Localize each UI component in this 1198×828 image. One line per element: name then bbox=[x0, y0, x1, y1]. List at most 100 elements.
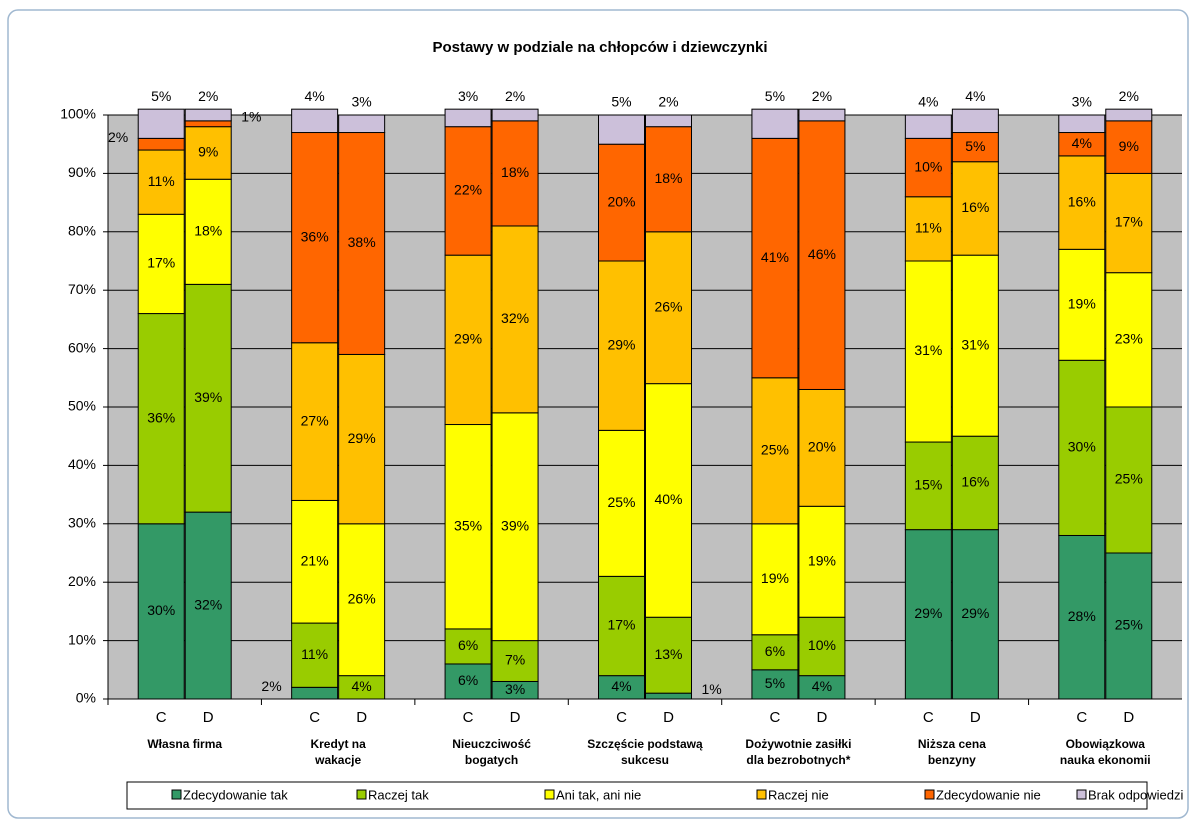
bar-segment bbox=[137, 213, 185, 315]
data-label: 2% bbox=[108, 129, 128, 145]
bar-segment bbox=[184, 126, 232, 180]
data-label: 29% bbox=[961, 605, 989, 621]
bar-segment bbox=[798, 505, 846, 618]
data-label: 31% bbox=[914, 342, 942, 358]
bar-segment bbox=[137, 523, 185, 700]
data-label: 2% bbox=[505, 88, 525, 104]
data-label: 28% bbox=[1068, 608, 1096, 624]
data-label: 17% bbox=[1115, 214, 1143, 230]
data-label: 2% bbox=[198, 88, 218, 104]
group-label: Dożywotnie zasiłki bbox=[745, 737, 851, 751]
x-tick-label: D bbox=[663, 709, 674, 726]
group-label: nauka ekonomii bbox=[1060, 753, 1151, 767]
bar-segment bbox=[291, 342, 339, 501]
legend-swatch bbox=[356, 789, 367, 800]
data-label: 17% bbox=[147, 255, 175, 271]
legend-swatch bbox=[544, 789, 555, 800]
group-label: Szczęście podstawą bbox=[587, 737, 703, 751]
data-label: 35% bbox=[454, 517, 482, 533]
data-label: 11% bbox=[915, 220, 942, 236]
group-label: Niższa cena bbox=[918, 737, 986, 751]
bar-segment bbox=[444, 108, 492, 128]
bar-segment bbox=[598, 429, 645, 577]
legend-swatch bbox=[756, 789, 767, 800]
data-label: 16% bbox=[961, 474, 989, 490]
data-label: 1% bbox=[241, 108, 261, 124]
legend-label: Raczej tak bbox=[368, 787, 429, 802]
data-label: 5% bbox=[965, 138, 985, 154]
group-label: sukcesu bbox=[621, 753, 669, 767]
bar-segment bbox=[798, 120, 846, 390]
data-label: 16% bbox=[1068, 193, 1096, 209]
bar-segment bbox=[1058, 248, 1106, 361]
bar-segment bbox=[291, 499, 339, 624]
data-label: 5% bbox=[765, 675, 785, 691]
legend-label: Zdecydowanie nie bbox=[936, 787, 1041, 802]
bar-segment bbox=[444, 126, 492, 256]
data-label: 19% bbox=[1068, 296, 1096, 312]
bar-segment bbox=[645, 383, 692, 618]
x-tick-label: D bbox=[203, 709, 214, 726]
data-label: 29% bbox=[914, 605, 942, 621]
data-label: 6% bbox=[458, 637, 478, 653]
bar-segment bbox=[291, 108, 339, 134]
x-tick-label: C bbox=[1076, 709, 1087, 726]
data-label: 10% bbox=[808, 637, 836, 653]
legend-swatch bbox=[924, 789, 935, 800]
data-label: 4% bbox=[1072, 135, 1092, 151]
x-tick-label: D bbox=[510, 709, 521, 726]
data-label: 41% bbox=[761, 249, 789, 265]
data-label: 29% bbox=[607, 336, 635, 352]
data-label: 31% bbox=[961, 336, 989, 352]
group-label: bogatych bbox=[465, 753, 518, 767]
data-label: 29% bbox=[348, 430, 376, 446]
x-tick-label: C bbox=[923, 709, 934, 726]
bar-segment bbox=[798, 388, 846, 507]
data-label: 40% bbox=[654, 491, 682, 507]
y-tick-label: 100% bbox=[60, 106, 96, 122]
bar-segment bbox=[137, 108, 185, 139]
group-label: Własna firma bbox=[147, 737, 222, 751]
bar-segment bbox=[645, 114, 692, 128]
data-label: 10% bbox=[914, 158, 942, 174]
data-label: 36% bbox=[147, 409, 175, 425]
y-tick-label: 90% bbox=[68, 164, 96, 180]
data-label: 22% bbox=[454, 182, 482, 198]
x-tick-label: C bbox=[309, 709, 320, 726]
bar-segment bbox=[1105, 108, 1153, 122]
data-label: 2% bbox=[261, 678, 281, 694]
data-label: 6% bbox=[458, 672, 478, 688]
data-label: 5% bbox=[151, 88, 171, 104]
data-label: 4% bbox=[812, 678, 832, 694]
data-label: 6% bbox=[765, 643, 785, 659]
data-label: 3% bbox=[1072, 94, 1092, 110]
y-tick-label: 10% bbox=[68, 631, 96, 647]
data-label: 26% bbox=[348, 590, 376, 606]
bar-segment bbox=[1058, 114, 1106, 134]
bar-segment bbox=[904, 529, 952, 700]
bar-segment bbox=[1058, 534, 1106, 700]
data-label: 3% bbox=[505, 681, 525, 697]
data-label: 4% bbox=[965, 88, 985, 104]
data-label: 38% bbox=[348, 234, 376, 250]
group-label: Obowiązkowa bbox=[1066, 737, 1146, 751]
bar-segment bbox=[338, 523, 386, 677]
group-label: benzyny bbox=[928, 753, 976, 767]
data-label: 7% bbox=[505, 652, 525, 668]
bar-segment bbox=[798, 616, 846, 677]
data-label: 19% bbox=[761, 570, 789, 586]
bar-segment bbox=[645, 126, 692, 233]
x-tick-label: C bbox=[463, 709, 474, 726]
data-label: 39% bbox=[194, 389, 222, 405]
chart-title: Postawy w podziale na chłopców i dziewcz… bbox=[432, 39, 767, 56]
data-label: 20% bbox=[808, 439, 836, 455]
data-label: 25% bbox=[761, 442, 789, 458]
bar-segment bbox=[1058, 359, 1106, 536]
bar-segment bbox=[491, 640, 539, 682]
bar-segment bbox=[598, 260, 645, 431]
data-label: 13% bbox=[654, 646, 682, 662]
bar-segment bbox=[444, 254, 492, 426]
data-label: 11% bbox=[301, 646, 328, 662]
y-tick-label: 20% bbox=[68, 573, 96, 589]
